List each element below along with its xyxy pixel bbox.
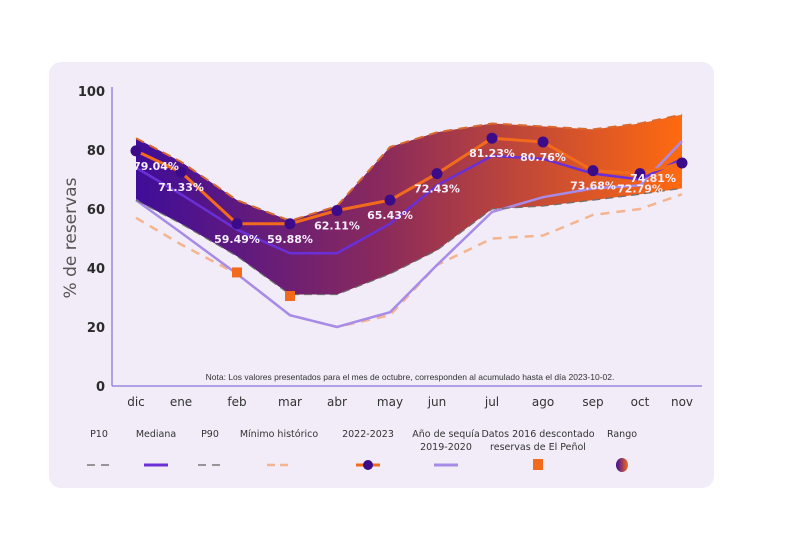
- data-label-2022-2023: 73.68%: [570, 180, 616, 193]
- data-point-2022-2023: [676, 157, 688, 169]
- data-label-2022-2023: 62.11%: [314, 219, 360, 232]
- data-point-2022-2023: [175, 166, 187, 178]
- legend-label: Año de sequía: [412, 429, 480, 440]
- legend-symbol-dot: [363, 460, 373, 470]
- legend-label: reservas de El Peñol: [490, 442, 586, 453]
- data-label-2022-2023: 59.49%: [214, 233, 260, 246]
- data-point-2022-2023: [431, 168, 443, 180]
- legend-label: Datos 2016 descontado: [481, 429, 594, 440]
- x-tick-label: jun: [427, 395, 447, 409]
- data-point-2022-2023: [486, 132, 498, 144]
- sequia-2019-2020-line: [135, 140, 683, 329]
- legend-label: 2022-2023: [342, 429, 394, 440]
- datos-2016-marker: [232, 267, 242, 278]
- legend-item: Año de sequía 2019-2020: [412, 429, 480, 467]
- data-point-2022-2023: [384, 194, 396, 206]
- x-tick-label: feb: [227, 395, 246, 409]
- y-tick-label: 20: [87, 321, 105, 336]
- x-tick-label: abr: [327, 395, 347, 409]
- legend-item: Datos 2016 descontado reservas de El Peño…: [481, 429, 595, 470]
- data-label-2022-2023: 72.43%: [414, 183, 460, 196]
- legend-item: Mínimo histórico: [240, 429, 318, 467]
- y-axis-title: % de reservas: [61, 177, 81, 298]
- mediana-line: [135, 154, 683, 255]
- y-tick-label: 100: [78, 85, 105, 100]
- data-point-2022-2023: [130, 145, 142, 157]
- legend-item: P10: [87, 429, 111, 466]
- y-tick-label: 40: [87, 262, 105, 277]
- x-tick-label: may: [377, 395, 403, 409]
- x-tick-label: dic: [127, 395, 145, 409]
- legend-item: P90: [198, 429, 222, 466]
- data-label-2022-2023: 79.04%: [133, 160, 179, 173]
- legend-symbol-gradient: [616, 458, 628, 472]
- legend-label: Mínimo histórico: [240, 429, 318, 440]
- minimo-historico-line: [135, 193, 683, 329]
- p10-line: [135, 187, 683, 296]
- y-tick-label: 60: [87, 203, 105, 218]
- x-tick-label: sep: [582, 395, 603, 409]
- data-point-2022-2023: [284, 218, 296, 230]
- y-tick-label: 0: [96, 380, 105, 395]
- x-tick-label: jul: [484, 395, 499, 409]
- legend-item: Rango: [607, 429, 637, 472]
- data-label-2022-2023: 81.23%: [469, 147, 515, 160]
- data-point-2022-2023: [537, 136, 549, 148]
- data-point-2022-2023: [634, 168, 646, 180]
- data-label-2022-2023: 59.88%: [267, 233, 313, 246]
- x-tick-label: ene: [170, 395, 192, 409]
- data-point-2022-2023: [587, 165, 599, 177]
- legend-symbol-square: [533, 459, 543, 470]
- data-label-2022-2023: 80.76%: [520, 151, 566, 164]
- series-2022-2023-line: [135, 136, 683, 226]
- datos-2016-marker: [285, 291, 295, 302]
- chart-note: Nota: Los valores presentados para el me…: [206, 372, 615, 382]
- data-point-2022-2023: [231, 218, 243, 230]
- data-label-2022-2023: 71.33%: [158, 181, 204, 194]
- data-point-2022-2023: [331, 204, 343, 216]
- x-tick-label: oct: [631, 395, 650, 409]
- legend-label: P10: [90, 429, 108, 440]
- p90-line: [135, 113, 683, 222]
- x-tick-label: nov: [671, 395, 693, 409]
- legend-item: 2022-2023: [342, 429, 394, 470]
- legend-label: Rango: [607, 429, 637, 440]
- legend-item: Mediana: [136, 429, 176, 467]
- data-label-2022-2023: 72.79%: [617, 183, 663, 196]
- data-label-2022-2023: 65.43%: [367, 209, 413, 222]
- legend-label: P90: [201, 429, 219, 440]
- data-label-2022-2023: 74.81%: [630, 172, 676, 185]
- x-tick-label: mar: [278, 395, 302, 409]
- y-tick-label: 80: [87, 144, 105, 159]
- legend-label: 2019-2020: [420, 442, 472, 453]
- legend-label: Mediana: [136, 429, 176, 440]
- x-tick-label: ago: [532, 395, 554, 409]
